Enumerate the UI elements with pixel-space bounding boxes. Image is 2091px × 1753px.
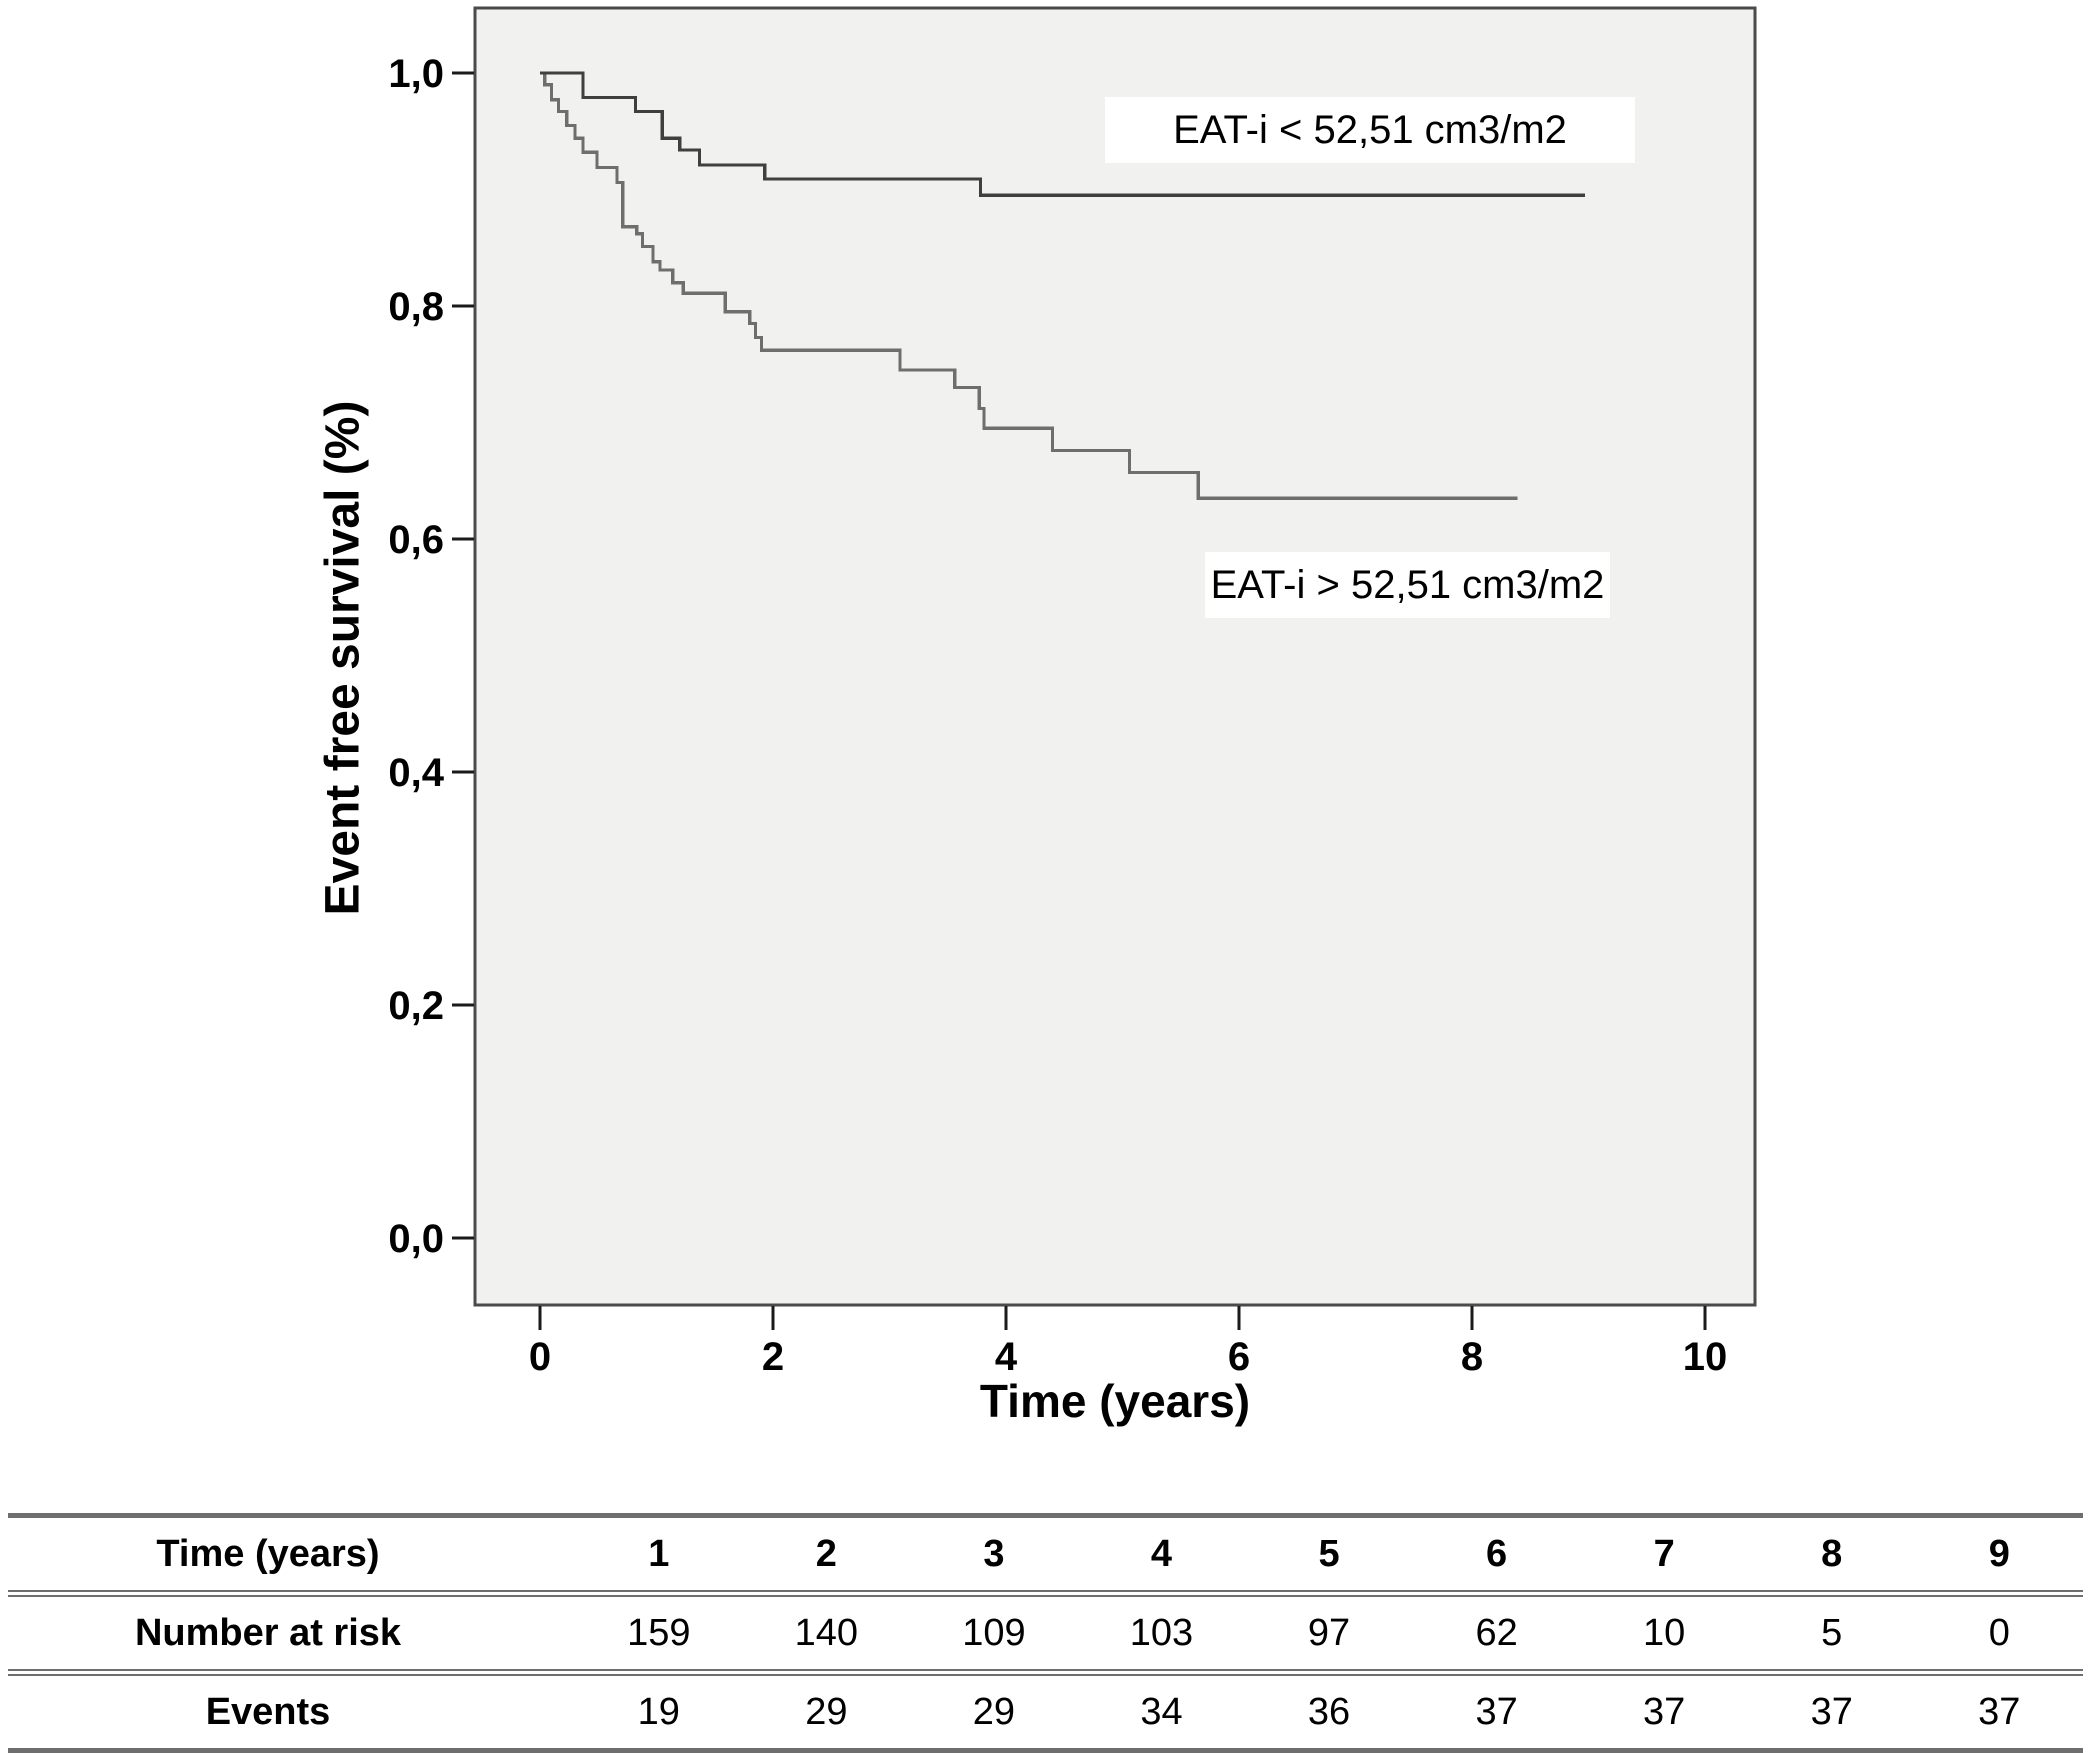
series-label-low-eat: EAT-i < 52,51 cm3/m2 — [1105, 97, 1635, 163]
survival-chart: 0 2 4 6 8 10 0,0 0,2 0,4 0,6 0,8 1,0 — [388, 6, 1757, 1379]
risk-cell: 159 — [627, 1611, 691, 1654]
plot-area — [473, 6, 1757, 1307]
risk-cell: 1 — [648, 1532, 670, 1575]
risk-cell: 36 — [1307, 1690, 1351, 1733]
y-tick-label: 1,0 — [388, 52, 444, 96]
risk-cell: 37 — [1643, 1690, 1686, 1733]
risk-cell: 29 — [805, 1690, 848, 1733]
risk-cell: 140 — [794, 1611, 859, 1654]
row-header: Events — [205, 1690, 331, 1733]
risk-cell: 5 — [1821, 1611, 1843, 1654]
risk-cell: 0 — [1988, 1611, 2010, 1654]
risk-cell: 4 — [1150, 1532, 1173, 1575]
survival-curve-high-eat — [540, 71, 1518, 500]
risk-cell: 5 — [1318, 1532, 1340, 1575]
row-header: Time (years) — [156, 1532, 380, 1575]
y-tick-label: 0,0 — [388, 1217, 444, 1261]
x-tick-label: 0 — [529, 1335, 551, 1379]
row-header: Number at risk — [134, 1611, 402, 1654]
series-label-high-eat: EAT-i > 52,51 cm3/m2 — [1205, 552, 1610, 618]
risk-cell: 37 — [1475, 1690, 1518, 1733]
risk-cell: 19 — [637, 1690, 680, 1733]
risk-row: Time (years) 1 2 3 4 5 6 7 8 9 — [8, 1518, 2083, 1590]
x-tick-label: 4 — [995, 1335, 1018, 1379]
x-tick-label: 8 — [1461, 1335, 1483, 1379]
risk-cell: 103 — [1129, 1611, 1194, 1654]
x-axis-title: Time (years) — [979, 1375, 1251, 1427]
risk-row: Events 19 29 29 34 36 37 37 37 37 — [8, 1669, 2083, 1748]
risk-cell: 97 — [1307, 1611, 1351, 1654]
risk-cell: 3 — [983, 1532, 1005, 1575]
y-tick-label: 0,4 — [388, 751, 444, 795]
x-tick-label: 10 — [1683, 1335, 1728, 1379]
risk-cell: 29 — [972, 1690, 1016, 1733]
row-values: 1 2 3 4 5 6 7 8 9 — [575, 1533, 2083, 1576]
y-tick-label: 0,6 — [388, 518, 444, 562]
risk-cell: 2 — [815, 1532, 837, 1575]
survival-curve-low-eat — [540, 71, 1585, 197]
row-values: 19 29 29 34 36 37 37 37 37 — [575, 1691, 2083, 1734]
risk-cell: 8 — [1821, 1532, 1843, 1575]
risk-row: Number at risk 159 140 109 103 97 62 10 5 0 — [8, 1590, 2083, 1669]
risk-cell: 37 — [1810, 1690, 1853, 1733]
risk-cell: 6 — [1486, 1532, 1508, 1575]
risk-cell: 37 — [1978, 1690, 2021, 1733]
risk-cell: 109 — [962, 1611, 1026, 1654]
y-tick-label: 0,2 — [388, 984, 444, 1028]
risk-cell: 62 — [1475, 1611, 1518, 1654]
x-tick-label: 6 — [1228, 1335, 1250, 1379]
row-values: 159 140 109 103 97 62 10 5 0 — [575, 1612, 2083, 1655]
risk-cell: 10 — [1643, 1611, 1686, 1654]
x-tick-label: 2 — [762, 1335, 784, 1379]
risk-cell: 7 — [1653, 1532, 1675, 1575]
risk-cell: 9 — [1988, 1532, 2010, 1575]
y-axis-title: Event free survival (%) — [316, 400, 370, 916]
risk-cell: 34 — [1140, 1690, 1183, 1733]
y-tick-label: 0,8 — [388, 285, 444, 329]
